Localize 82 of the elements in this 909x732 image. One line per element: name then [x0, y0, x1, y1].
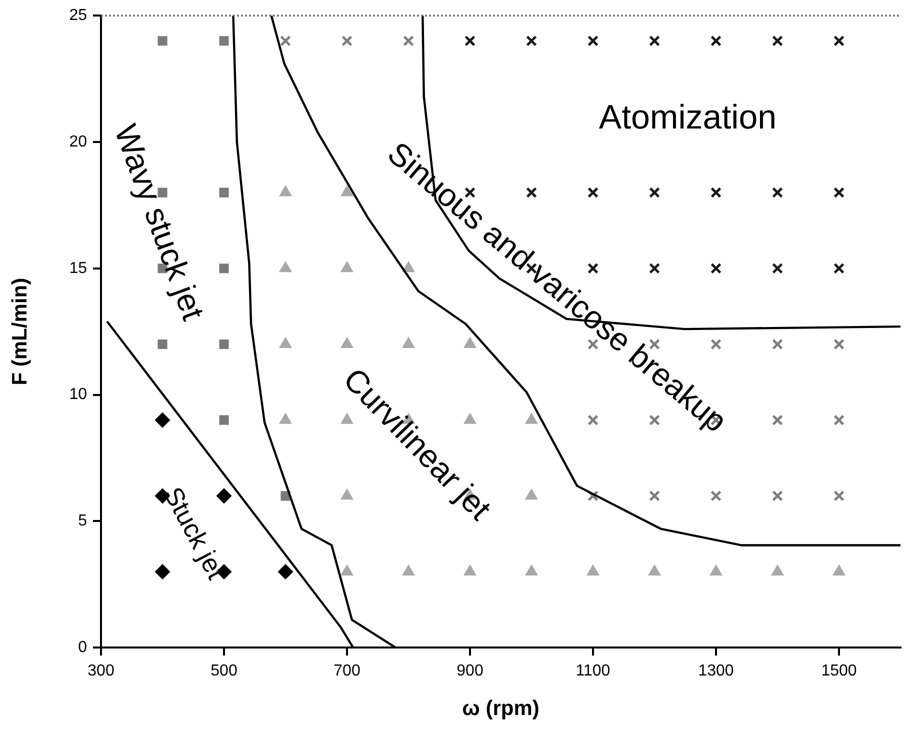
point	[402, 566, 414, 576]
point	[158, 188, 168, 198]
point	[280, 491, 290, 501]
x-tick-label: 700	[334, 662, 360, 680]
y-tick-label: 15	[69, 260, 88, 277]
point	[278, 564, 293, 580]
point	[834, 35, 844, 46]
point	[464, 414, 476, 424]
point	[649, 490, 660, 502]
y-tick-label: 5	[78, 512, 88, 530]
point	[834, 338, 844, 350]
point	[649, 262, 660, 274]
point	[464, 566, 476, 576]
point	[588, 35, 598, 46]
point	[772, 338, 783, 350]
point	[219, 415, 229, 425]
point	[833, 566, 845, 576]
point	[402, 338, 414, 348]
point	[710, 35, 722, 46]
point	[341, 490, 353, 500]
point	[158, 339, 168, 350]
x-tick-label: 1100	[576, 662, 610, 680]
point	[464, 338, 476, 348]
point	[403, 35, 414, 46]
x-tick-label: 900	[456, 662, 484, 680]
point	[280, 186, 292, 196]
point	[772, 262, 783, 274]
point	[834, 262, 844, 274]
point	[526, 414, 538, 424]
point	[342, 35, 352, 46]
point	[155, 564, 170, 580]
point	[526, 490, 538, 500]
point	[280, 414, 292, 424]
point	[710, 262, 722, 274]
point	[772, 35, 783, 46]
point	[216, 488, 232, 504]
point	[280, 262, 292, 272]
point	[649, 187, 660, 198]
point	[710, 187, 722, 198]
series-label: Atomization	[598, 98, 777, 137]
point	[280, 338, 292, 348]
x-tick-label: 500	[210, 662, 238, 680]
point	[710, 566, 722, 576]
point	[772, 187, 783, 198]
point	[649, 35, 660, 46]
point	[710, 490, 722, 502]
point	[341, 186, 353, 196]
x-tick-label: 1300	[698, 662, 734, 680]
y-axis-title: F (mL/min)	[8, 278, 32, 386]
point	[526, 35, 537, 46]
point	[772, 490, 783, 502]
point	[280, 35, 291, 46]
text: Wavy stuck jet	[108, 120, 212, 325]
point	[648, 566, 660, 576]
point	[158, 36, 168, 46]
x-tick-label: 1500	[821, 662, 857, 680]
point	[341, 262, 353, 272]
x-axis-title: ω (rpm)	[462, 697, 540, 720]
point	[526, 187, 537, 198]
y-tick-label: 25	[69, 7, 88, 24]
point	[219, 188, 229, 198]
point	[219, 264, 229, 274]
point	[526, 566, 538, 576]
point	[402, 262, 414, 272]
point	[341, 566, 353, 576]
y-tick-label: 0	[78, 639, 88, 656]
point	[464, 35, 476, 46]
point	[588, 187, 598, 198]
point	[155, 412, 170, 428]
point	[219, 339, 229, 350]
x-tick-label: 300	[88, 662, 114, 680]
point	[834, 490, 844, 502]
y-tick-label: 10	[69, 386, 88, 404]
point	[772, 566, 784, 576]
point	[772, 414, 783, 426]
point	[588, 414, 598, 426]
point	[834, 414, 844, 426]
point	[341, 338, 353, 348]
point	[219, 36, 229, 46]
y-tick-label: 20	[69, 133, 88, 150]
point	[834, 187, 844, 198]
point	[587, 566, 599, 576]
